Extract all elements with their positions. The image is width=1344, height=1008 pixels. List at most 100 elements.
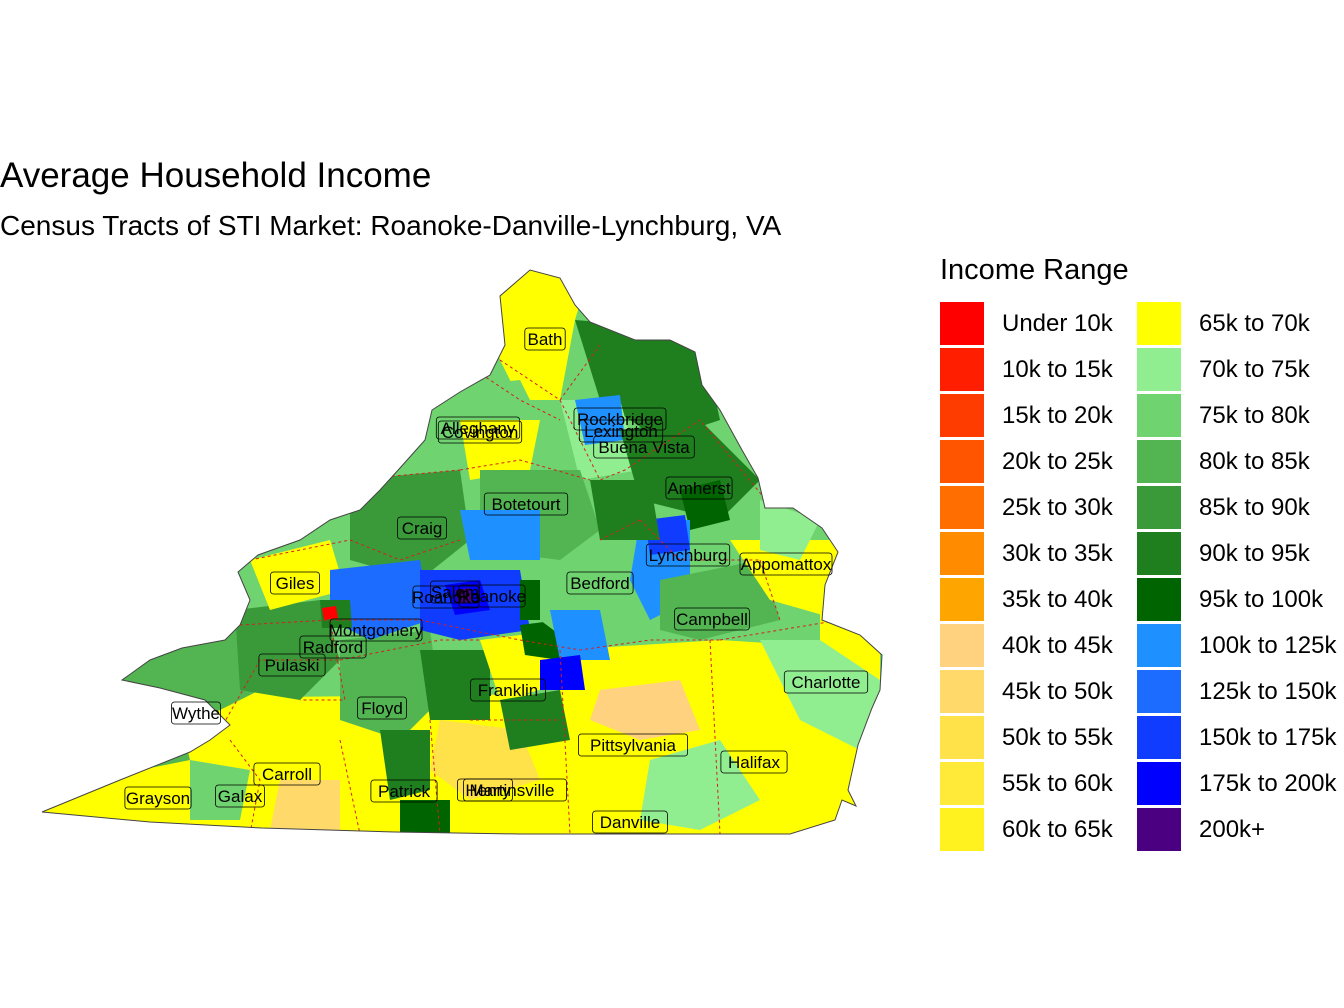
place-label-text: Lynchburg (649, 546, 728, 565)
place-label: Botetourt (483, 492, 569, 516)
place-label-box (645, 543, 731, 567)
place-label: Giles (270, 571, 320, 595)
legend-swatch (1137, 394, 1181, 437)
legend-label: 65k to 70k (1199, 310, 1310, 337)
legend-label: 45k to 50k (1002, 678, 1113, 705)
legend-label: 200k+ (1199, 816, 1266, 843)
place-label: Alleghany (435, 416, 521, 440)
place-label-text: Campbell (676, 610, 748, 629)
legend-swatch (1137, 302, 1181, 345)
place-label-text: Halifax (728, 753, 780, 772)
place-label-text: Radford (303, 638, 363, 657)
legend-swatch (940, 302, 984, 345)
place-label: Roanoke (412, 585, 480, 609)
place-label: Covington (437, 420, 523, 444)
place-label-box (437, 420, 523, 444)
legend-swatch (1137, 578, 1181, 621)
place-label-box (592, 810, 668, 834)
place-label-box (370, 779, 438, 803)
legend-label: 80k to 85k (1199, 448, 1310, 475)
place-label: Galax (215, 784, 265, 808)
place-label: Charlotte (783, 670, 869, 694)
place-label-text: Roanoke (412, 588, 480, 607)
place-label-text: Bedford (570, 574, 630, 593)
place-label-text: Alleghany (441, 419, 516, 438)
place-label-box (470, 678, 546, 702)
legend-swatch (940, 486, 984, 529)
legend-swatch (1137, 808, 1181, 851)
place-label: Radford (299, 635, 367, 659)
place-label: Rockbridge (573, 407, 667, 431)
place-label-box (524, 327, 566, 351)
place-label: Montgomery (329, 618, 424, 642)
legend-swatch (940, 762, 984, 805)
legend: Income Range Under 10k 10k to 15k 15k to 2… (940, 250, 1344, 851)
place-label-box (566, 571, 634, 595)
place-label-box (578, 733, 689, 757)
legend-title: Income Range (940, 254, 1129, 286)
place-label: Salem (430, 580, 480, 604)
legend-swatch (1137, 716, 1181, 759)
place-label-box (215, 784, 265, 808)
legend-label: 125k to 150k (1199, 678, 1337, 705)
place-label-box (739, 552, 833, 576)
place-label-text: Bath (528, 330, 563, 349)
place-label-box (124, 786, 192, 810)
legend-label: 150k to 175k (1199, 724, 1337, 751)
legend-label: 55k to 60k (1002, 770, 1113, 797)
place-label-box (578, 419, 664, 443)
place-label-box (329, 618, 423, 642)
place-label-text: Charlotte (792, 673, 861, 692)
place-label-text: Giles (276, 574, 315, 593)
place-label-text: Salem (431, 583, 479, 602)
place-label-box (483, 492, 569, 516)
legend-label: 25k to 30k (1002, 494, 1113, 521)
place-label-text: Wythe (172, 704, 220, 723)
legend-swatch (1137, 532, 1181, 575)
choropleth-map: BathAlleghanyCovingtonRockbridgeLexingto… (41, 269, 883, 835)
legend-swatch (940, 716, 984, 759)
place-label-text: Pulaski (265, 656, 320, 675)
legend-label: Under 10k (1002, 310, 1113, 337)
place-label: Floyd (357, 696, 407, 720)
place-label-box (299, 635, 367, 659)
place-label: Pulaski (258, 653, 326, 677)
place-label: Amherst (665, 476, 733, 500)
place-label-text: Martinsville (469, 781, 554, 800)
legend-swatch (940, 578, 984, 621)
place-label-text: Rockbridge (577, 410, 663, 429)
legend-swatch (940, 624, 984, 667)
place-label-box (674, 607, 750, 631)
place-label-text: Appomattox (741, 555, 832, 574)
place-label-box (171, 701, 221, 725)
place-label-text: Covington (442, 423, 519, 442)
legend-swatch (1137, 348, 1181, 391)
place-label: Grayson (124, 786, 192, 810)
legend-swatch (940, 532, 984, 575)
legend-label: 100k to 125k (1199, 632, 1337, 659)
place-label: Bath (524, 327, 566, 351)
legend-swatch (940, 808, 984, 851)
legend-swatch (1137, 486, 1181, 529)
legend-swatch (940, 348, 984, 391)
place-label: Pittsylvania (578, 733, 689, 757)
legend-label: 85k to 90k (1199, 494, 1310, 521)
place-label-box (458, 584, 526, 608)
legend-label: 50k to 55k (1002, 724, 1113, 751)
place-label-text: Amherst (667, 479, 731, 498)
place-label: Danville (592, 810, 668, 834)
legend-label: 35k to 40k (1002, 586, 1113, 613)
legend-label: 175k to 200k (1199, 770, 1337, 797)
legend-swatch (1137, 624, 1181, 667)
place-label: Halifax (720, 750, 788, 774)
place-label-box (720, 750, 788, 774)
legend-swatch (940, 394, 984, 437)
place-label-box (253, 762, 321, 786)
legend-label: 90k to 95k (1199, 540, 1310, 567)
legend-label: 70k to 75k (1199, 356, 1310, 383)
place-label-text: Franklin (478, 681, 538, 700)
place-label-text: Grayson (126, 789, 190, 808)
place-label: Campbell (674, 607, 750, 631)
state-outline (41, 269, 883, 835)
legend-swatch (1137, 670, 1181, 713)
